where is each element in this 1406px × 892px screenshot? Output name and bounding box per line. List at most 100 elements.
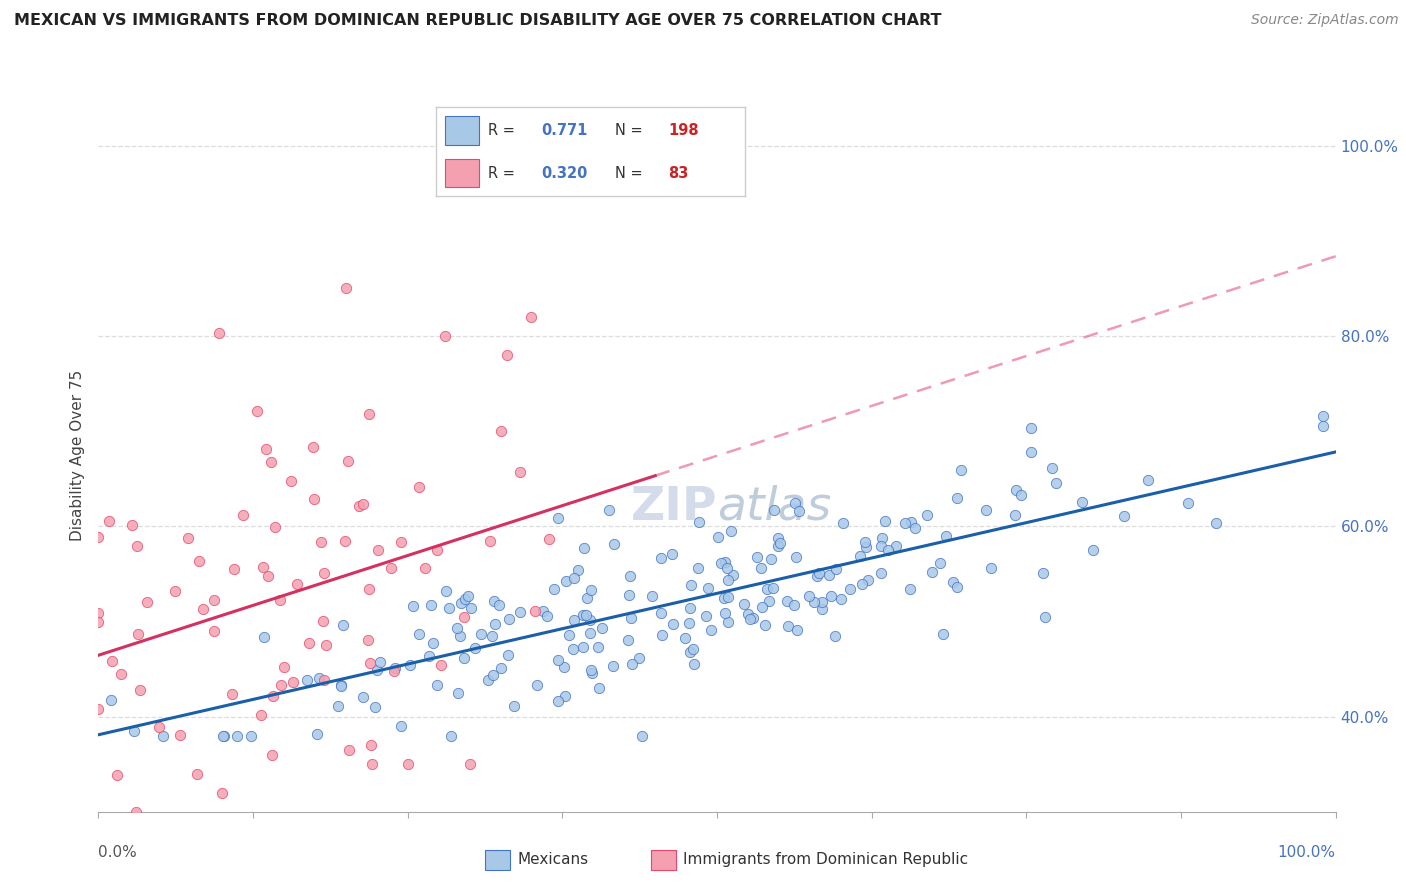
Point	[450, 596, 472, 610]
Point	[737, 607, 759, 621]
Point	[364, 700, 387, 714]
Point	[838, 582, 860, 596]
Point	[253, 631, 276, 645]
Point	[567, 563, 589, 577]
Point	[803, 594, 825, 608]
Point	[336, 454, 359, 468]
Point	[1019, 444, 1042, 458]
Point	[454, 591, 477, 606]
Point	[489, 661, 512, 675]
Point	[617, 633, 640, 648]
Point	[285, 577, 308, 591]
Point	[526, 678, 548, 692]
Point	[169, 728, 191, 742]
Point	[305, 727, 328, 741]
Point	[491, 424, 513, 438]
Point	[817, 568, 839, 582]
Point	[1004, 508, 1026, 522]
Point	[302, 440, 325, 454]
Point	[262, 690, 284, 704]
Point	[621, 657, 644, 671]
Point	[148, 720, 170, 734]
Text: N =: N =	[616, 123, 648, 137]
Point	[335, 534, 357, 549]
Point	[851, 577, 873, 591]
Point	[586, 640, 609, 654]
Point	[547, 653, 569, 667]
Point	[453, 609, 475, 624]
Text: R =: R =	[488, 166, 520, 180]
Point	[553, 660, 575, 674]
Point	[713, 591, 735, 605]
Point	[495, 348, 517, 362]
Point	[482, 594, 505, 608]
Point	[751, 599, 773, 614]
Point	[87, 615, 110, 629]
Point	[717, 573, 740, 587]
Point	[946, 491, 969, 505]
Point	[252, 559, 274, 574]
Point	[1312, 419, 1334, 434]
Point	[478, 534, 501, 549]
Point	[208, 326, 231, 340]
Point	[335, 281, 357, 295]
Point	[745, 549, 768, 564]
Point	[915, 508, 938, 522]
Point	[87, 606, 110, 620]
Point	[280, 475, 302, 489]
Point	[297, 673, 319, 688]
Point	[811, 602, 834, 616]
Point	[946, 580, 969, 594]
Point	[661, 616, 683, 631]
FancyBboxPatch shape	[446, 159, 479, 187]
Point	[575, 608, 598, 623]
Point	[1070, 495, 1092, 509]
Point	[1312, 409, 1334, 423]
Point	[110, 666, 132, 681]
Point	[766, 539, 789, 553]
Point	[1032, 566, 1054, 580]
Point	[488, 599, 510, 613]
Point	[651, 628, 673, 642]
Point	[733, 597, 755, 611]
Point	[240, 729, 263, 743]
Point	[457, 589, 479, 603]
Point	[579, 582, 602, 597]
Point	[477, 673, 499, 687]
Point	[650, 606, 672, 620]
Point	[741, 611, 763, 625]
Point	[555, 574, 578, 588]
Point	[357, 632, 380, 647]
Point	[785, 550, 807, 565]
Point	[402, 599, 425, 614]
Point	[357, 582, 380, 596]
Point	[389, 719, 412, 733]
Point	[1114, 508, 1136, 523]
Point	[254, 442, 277, 456]
Point	[509, 466, 531, 480]
Point	[776, 594, 799, 608]
Point	[870, 539, 893, 553]
Point	[1019, 420, 1042, 434]
Point	[135, 595, 157, 609]
Point	[820, 589, 842, 603]
Point	[855, 534, 877, 549]
Point	[738, 612, 761, 626]
Point	[763, 503, 786, 517]
Point	[558, 628, 581, 642]
Point	[641, 589, 664, 603]
Point	[446, 621, 468, 635]
Point	[449, 629, 471, 643]
Point	[884, 539, 907, 553]
Point	[628, 650, 651, 665]
Point	[776, 619, 799, 633]
Point	[572, 541, 595, 555]
Point	[509, 605, 531, 619]
Point	[408, 627, 430, 641]
Point	[328, 699, 350, 714]
Text: 0.0%: 0.0%	[98, 845, 138, 860]
Point	[543, 582, 565, 596]
Point	[980, 561, 1002, 575]
Point	[578, 626, 600, 640]
Point	[904, 521, 927, 535]
